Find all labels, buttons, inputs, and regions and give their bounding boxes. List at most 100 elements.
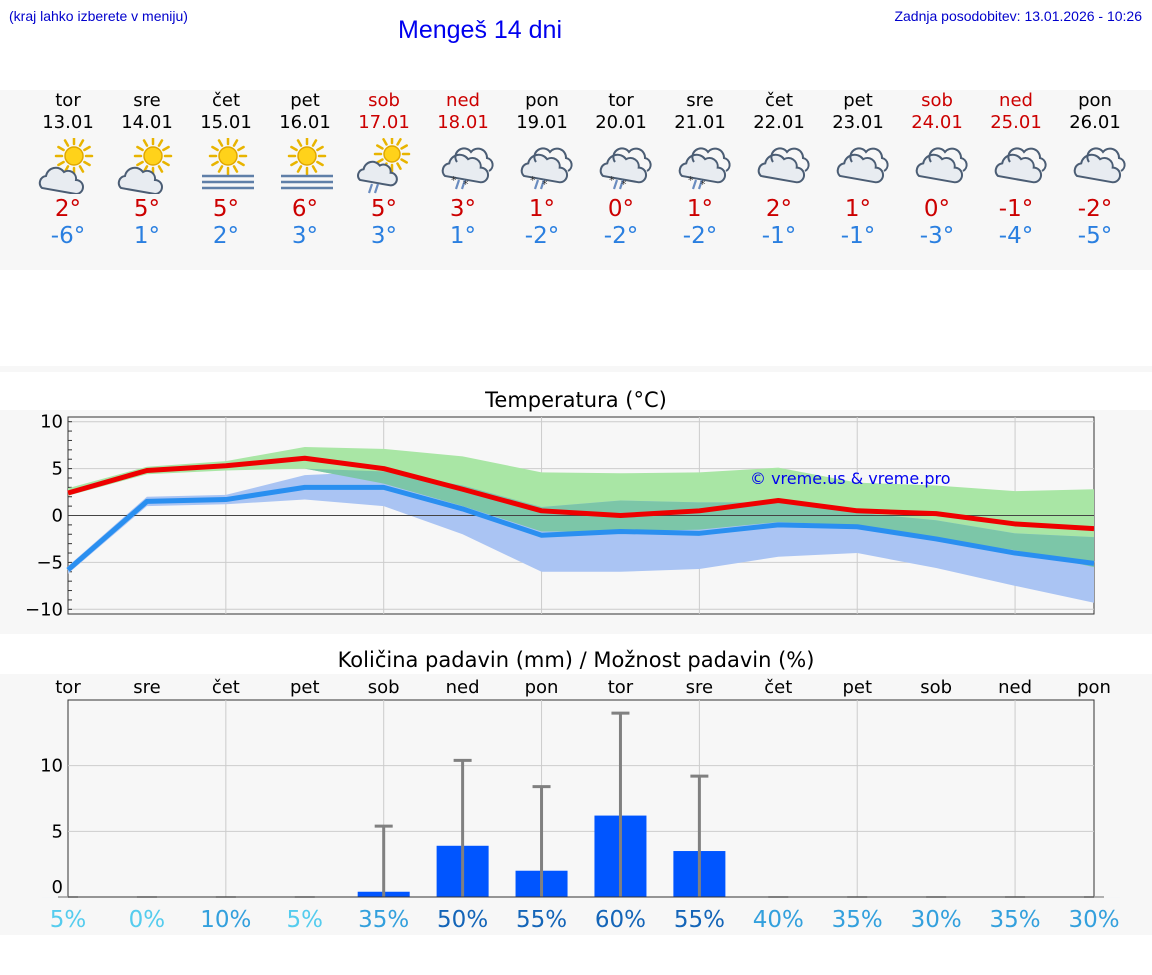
day-name: pon — [525, 90, 559, 111]
sun-ray — [63, 139, 70, 147]
cloudy-icon — [1073, 147, 1126, 184]
sun-ray — [376, 158, 384, 164]
max-temp: 1° — [528, 196, 556, 222]
rain-drop — [454, 179, 461, 190]
day-date: 18.01 — [437, 112, 489, 133]
x-category-label: pet — [290, 677, 320, 698]
sun-ray — [157, 139, 164, 147]
sun-cloud-rain-icon — [357, 138, 411, 194]
sun-ray — [296, 165, 303, 173]
sun-shape — [208, 138, 248, 176]
min-temp: 1° — [449, 223, 477, 249]
precip-probability: 35% — [358, 907, 409, 933]
cloud-shape — [1073, 153, 1121, 184]
min-temp-range — [68, 471, 1094, 603]
cloudy-icon — [836, 147, 889, 184]
cloud-shape — [678, 153, 726, 184]
cloud-shape — [520, 153, 568, 184]
cloudy-icon — [836, 147, 889, 184]
day-date: 23.01 — [832, 112, 884, 133]
cloud-shape — [38, 166, 84, 194]
sun-ray — [136, 145, 144, 152]
sun-ray — [376, 144, 384, 150]
min-temp: 3° — [370, 223, 398, 249]
max-temp: 5° — [370, 196, 398, 222]
day-date: 24.01 — [911, 112, 963, 133]
max-temp: 5° — [212, 196, 240, 222]
day-name: ned — [999, 90, 1033, 111]
x-category-label: pet — [842, 677, 872, 698]
precip-probability: 55% — [516, 907, 567, 933]
cloud-sleet-icon: * * — [441, 147, 494, 191]
day-date: 17.01 — [358, 112, 410, 133]
precip-probability: 35% — [990, 907, 1041, 933]
day-column: tor 13.01 2° -6° — [28, 90, 108, 250]
sun-ray — [396, 162, 402, 170]
day-date: 25.01 — [990, 112, 1042, 133]
sun-ray — [57, 160, 65, 167]
max-temp: 0° — [607, 196, 635, 222]
sun-ray — [232, 139, 239, 147]
day-date: 21.01 — [674, 112, 726, 133]
cloud-outline — [454, 147, 494, 172]
day-date: 15.01 — [200, 112, 252, 133]
min-temp-line — [66, 484, 1095, 572]
cloud-shape — [994, 153, 1042, 184]
cloud-shape — [357, 160, 398, 187]
day-name: sob — [921, 90, 953, 111]
day-column: pon 26.01 -2° -5° — [1055, 90, 1135, 250]
sun-ray — [78, 139, 85, 147]
rain-drop — [367, 183, 374, 194]
x-category-label: čet — [212, 677, 240, 698]
precip-probability: 50% — [437, 907, 488, 933]
day-name: tor — [55, 90, 81, 111]
sun-shape — [373, 138, 411, 173]
snowflake: * — [451, 174, 457, 187]
sun-cloud-icon — [38, 138, 94, 194]
sun-ray — [400, 158, 408, 164]
sun-fog-icon — [281, 138, 333, 190]
rain-drop — [460, 179, 467, 190]
day-column: pon 19.01 * * 1° -2° — [502, 90, 582, 250]
min-temp: -1° — [761, 223, 797, 249]
min-temp: -6° — [50, 223, 86, 249]
x-category-label: sob — [368, 677, 400, 698]
day-date: 16.01 — [279, 112, 331, 133]
max-temp-line — [67, 455, 1095, 532]
max-temp: 3° — [449, 196, 477, 222]
sun-ray — [83, 145, 91, 152]
watermark: © vreme.us & vreme.pro — [750, 469, 951, 488]
max-temp: 1° — [686, 196, 714, 222]
min-temp: 3° — [291, 223, 319, 249]
max-temp: 5° — [133, 196, 161, 222]
sun-ray — [316, 160, 324, 167]
sun-disc — [143, 146, 163, 166]
day-column: pet 16.01 6° 3° — [265, 90, 345, 250]
sun-shape — [54, 138, 94, 176]
precip-probability: 5% — [287, 907, 324, 933]
day-name: sob — [368, 90, 400, 111]
y-tick-label: −5 — [36, 552, 63, 573]
y-tick-label: 10 — [40, 756, 63, 777]
day-name: čet — [211, 90, 241, 111]
sun-cloud-rain-icon — [357, 138, 411, 194]
snowflake: * — [621, 178, 627, 191]
max-temp: -1° — [998, 196, 1034, 222]
x-category-label: pon — [1077, 677, 1111, 698]
sun-ray — [382, 138, 388, 146]
sun-ray — [136, 160, 144, 167]
day-date: 20.01 — [595, 112, 647, 133]
max-temp: 6° — [291, 196, 319, 222]
x-category-label: sre — [133, 677, 160, 698]
day-name: pet — [290, 90, 320, 111]
day-date: 26.01 — [1069, 112, 1121, 133]
cloud-sleet-icon: * * — [520, 147, 573, 191]
precip-probability: 35% — [832, 907, 883, 933]
rain-drop — [612, 179, 619, 190]
day-column: sob 24.01 0° -3° — [897, 90, 977, 250]
cloud-outline — [770, 147, 810, 172]
temperature-chart-title: Temperatura (°C) — [485, 388, 667, 412]
rain-drop — [691, 179, 698, 190]
day-name: pon — [1078, 90, 1112, 111]
sun-ray — [237, 160, 245, 167]
